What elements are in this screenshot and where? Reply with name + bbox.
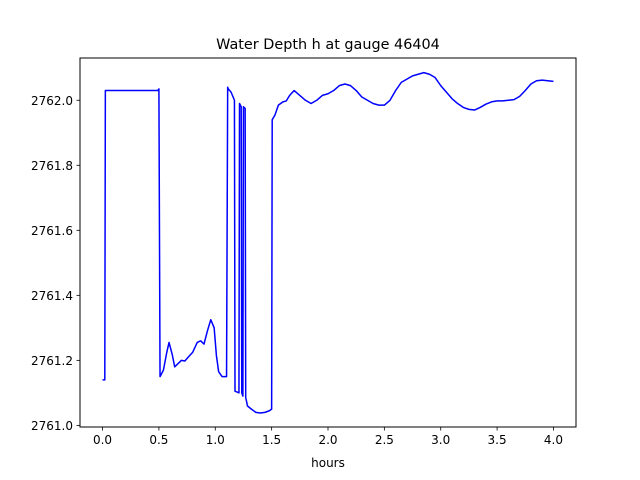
x-tick-label: 1.0 — [206, 433, 225, 447]
x-axis-label: hours — [311, 456, 345, 470]
y-tick-label: 2761.6 — [31, 224, 73, 238]
axes-frame — [79, 57, 577, 428]
x-tick-label: 2.0 — [318, 433, 337, 447]
y-tick-label: 2761.4 — [31, 289, 73, 303]
x-tick-label: 4.0 — [544, 433, 563, 447]
y-axis-ticks: 2761.0 2761.2 2761.4 2761.6 2761.8 2762.0 — [31, 94, 80, 433]
y-tick-label: 2762.0 — [31, 94, 73, 108]
x-tick-label: 3.0 — [431, 433, 450, 447]
y-tick-label: 2761.8 — [31, 159, 73, 173]
y-tick-label: 2761.2 — [31, 354, 73, 368]
y-tick-label: 2761.0 — [31, 419, 73, 433]
x-tick-label: 0.0 — [93, 433, 112, 447]
plot-area — [102, 71, 554, 414]
x-tick-label: 3.5 — [488, 433, 507, 447]
x-tick-label: 0.5 — [149, 433, 168, 447]
x-tick-label: 2.5 — [375, 433, 394, 447]
series-line-0 — [102, 71, 554, 414]
chart-title: Water Depth h at gauge 46404 — [216, 37, 440, 53]
x-axis-ticks: 0.0 0.5 1.0 1.5 2.0 2.5 3.0 3.5 4.0 — [93, 427, 563, 447]
x-tick-label: 1.5 — [262, 433, 281, 447]
